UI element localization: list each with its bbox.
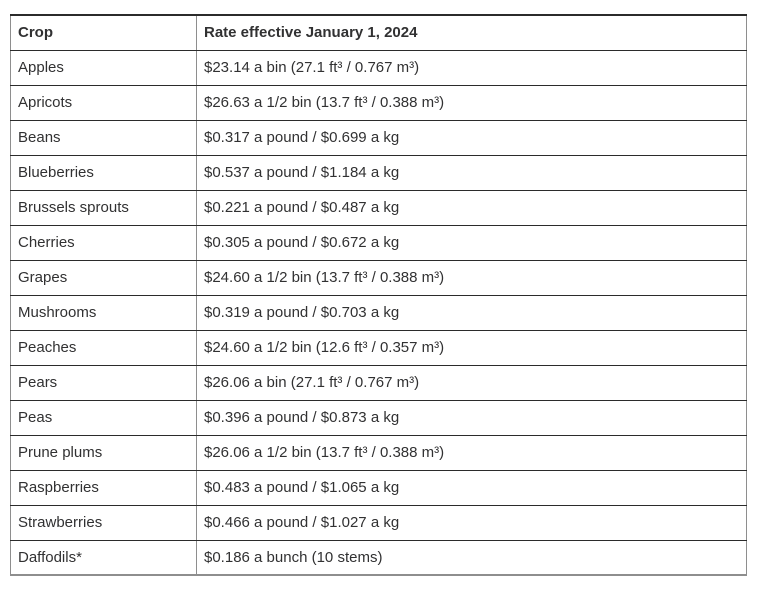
- table-row: Raspberries $0.483 a pound / $1.065 a kg: [10, 470, 747, 506]
- table-row: Brussels sprouts $0.221 a pound / $0.487…: [10, 190, 747, 226]
- crop-cell: Raspberries: [10, 470, 197, 506]
- rate-cell: $26.06 a 1/2 bin (13.7 ft³ / 0.388 m³): [196, 435, 747, 471]
- piece-rates-table: Crop Rate effective January 1, 2024 Appl…: [10, 14, 747, 576]
- crop-cell: Peas: [10, 400, 197, 436]
- column-header-crop: Crop: [10, 15, 197, 51]
- table-row: Strawberries $0.466 a pound / $1.027 a k…: [10, 505, 747, 541]
- crop-cell: Grapes: [10, 260, 197, 296]
- table-row: Daffodils* $0.186 a bunch (10 stems): [10, 540, 747, 576]
- table-header-row: Crop Rate effective January 1, 2024: [10, 15, 747, 51]
- crop-cell: Brussels sprouts: [10, 190, 197, 226]
- table-row: Pears $26.06 a bin (27.1 ft³ / 0.767 m³): [10, 365, 747, 401]
- rate-cell: $0.483 a pound / $1.065 a kg: [196, 470, 747, 506]
- column-header-rate: Rate effective January 1, 2024: [196, 15, 747, 51]
- rate-cell: $0.317 a pound / $0.699 a kg: [196, 120, 747, 156]
- rate-cell: $26.63 a 1/2 bin (13.7 ft³ / 0.388 m³): [196, 85, 747, 121]
- table-row: Prune plums $26.06 a 1/2 bin (13.7 ft³ /…: [10, 435, 747, 471]
- rate-cell: $0.466 a pound / $1.027 a kg: [196, 505, 747, 541]
- table-row: Peaches $24.60 a 1/2 bin (12.6 ft³ / 0.3…: [10, 330, 747, 366]
- crop-cell: Prune plums: [10, 435, 197, 471]
- table-row: Beans $0.317 a pound / $0.699 a kg: [10, 120, 747, 156]
- rate-cell: $0.396 a pound / $0.873 a kg: [196, 400, 747, 436]
- crop-cell: Peaches: [10, 330, 197, 366]
- crop-cell: Daffodils*: [10, 540, 197, 576]
- rate-cell: $0.319 a pound / $0.703 a kg: [196, 295, 747, 331]
- table-row: Grapes $24.60 a 1/2 bin (13.7 ft³ / 0.38…: [10, 260, 747, 296]
- table-row: Apricots $26.63 a 1/2 bin (13.7 ft³ / 0.…: [10, 85, 747, 121]
- crop-cell: Apricots: [10, 85, 197, 121]
- rate-cell: $0.186 a bunch (10 stems): [196, 540, 747, 576]
- rate-cell: $24.60 a 1/2 bin (13.7 ft³ / 0.388 m³): [196, 260, 747, 296]
- table-row: Cherries $0.305 a pound / $0.672 a kg: [10, 225, 747, 261]
- table-row: Mushrooms $0.319 a pound / $0.703 a kg: [10, 295, 747, 331]
- rate-cell: $26.06 a bin (27.1 ft³ / 0.767 m³): [196, 365, 747, 401]
- rate-cell: $0.305 a pound / $0.672 a kg: [196, 225, 747, 261]
- crop-cell: Strawberries: [10, 505, 197, 541]
- crop-cell: Pears: [10, 365, 197, 401]
- crop-cell: Beans: [10, 120, 197, 156]
- crop-cell: Mushrooms: [10, 295, 197, 331]
- crop-cell: Cherries: [10, 225, 197, 261]
- table-row: Apples $23.14 a bin (27.1 ft³ / 0.767 m³…: [10, 50, 747, 86]
- table-row: Blueberries $0.537 a pound / $1.184 a kg: [10, 155, 747, 191]
- rate-cell: $24.60 a 1/2 bin (12.6 ft³ / 0.357 m³): [196, 330, 747, 366]
- crop-cell: Blueberries: [10, 155, 197, 191]
- rate-cell: $0.221 a pound / $0.487 a kg: [196, 190, 747, 226]
- table-row: Peas $0.396 a pound / $0.873 a kg: [10, 400, 747, 436]
- rate-cell: $0.537 a pound / $1.184 a kg: [196, 155, 747, 191]
- crop-cell: Apples: [10, 50, 197, 86]
- rate-cell: $23.14 a bin (27.1 ft³ / 0.767 m³): [196, 50, 747, 86]
